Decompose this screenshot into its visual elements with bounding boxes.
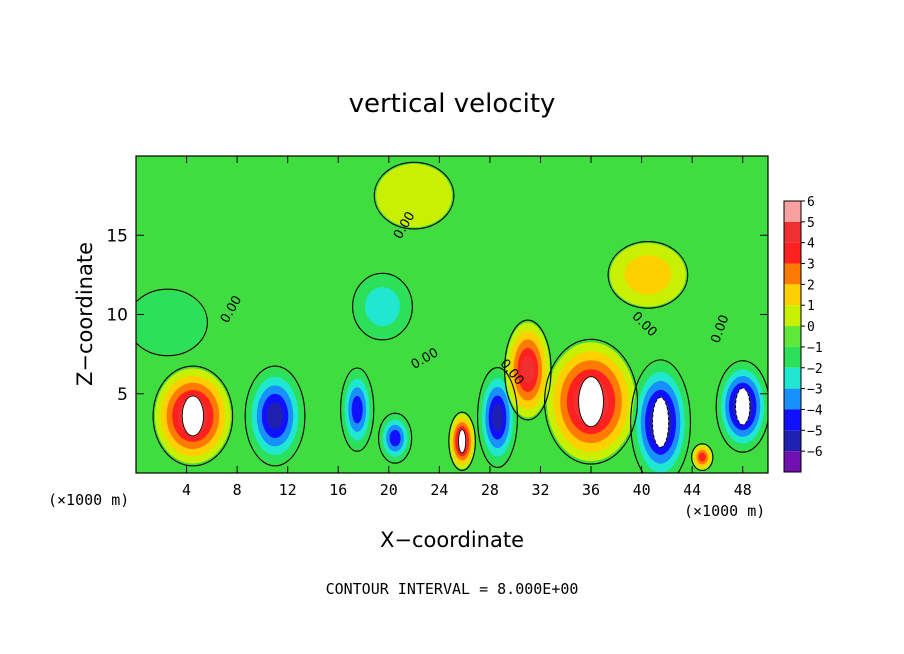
field-cell-12-level-1: [136, 290, 206, 355]
colorbar-label-1: 5: [807, 216, 815, 231]
zero-contour-8: [630, 359, 691, 473]
colorbar-swatch-3: [784, 263, 801, 285]
colorbar-label-0: 6: [807, 195, 815, 210]
x-tick-label-11: 48: [734, 481, 752, 499]
zero-contours: [136, 161, 768, 473]
field-cell-8-peak: [652, 396, 669, 448]
zero-contour-9: [691, 443, 714, 472]
y-tick-label-2: 15: [106, 226, 128, 246]
colorbar-label-10: −4: [807, 403, 823, 418]
colorbar: 6 5 4 3 2 1 0 −1 −2 −3 −4 −5 −6: [783, 195, 823, 473]
zero-contour-3: [377, 412, 413, 464]
colorbar-swatch-7: [784, 346, 801, 368]
heatmap-field: [136, 156, 768, 473]
x-unit-right: (×1000 m): [684, 502, 765, 520]
x-axis-ticks: 4 8 12 16 20 24 28 32 36 40 44 48: [182, 156, 752, 499]
zero-contour-1: [244, 365, 306, 467]
x-unit-left: (×1000 m): [48, 491, 129, 509]
colorbar-label-3: 3: [807, 258, 815, 273]
field-cell-7-peak: [578, 376, 604, 428]
colorbar-swatch-4: [784, 284, 801, 306]
field-cell-13-level-1: [376, 163, 452, 228]
zero-contour-13: [373, 161, 455, 230]
field-cell-3-level-4: [389, 429, 401, 447]
x-tick-label-8: 36: [582, 481, 600, 499]
field-cell-4-peak: [458, 429, 467, 454]
colorbar-swatch-8: [784, 367, 801, 389]
colorbar-label-7: −1: [807, 341, 823, 356]
y-tick-label-0: 5: [117, 385, 128, 405]
field-cell-10-peak: [735, 387, 751, 426]
zero-contour-2: [340, 367, 375, 452]
x-tick-label-7: 32: [531, 481, 549, 499]
field-cell-5-level-5: [492, 403, 503, 432]
colorbar-swatch-2: [784, 242, 801, 264]
colorbar-label-5: 1: [807, 299, 815, 314]
x-tick-label-10: 44: [683, 481, 701, 499]
x-tick-label-3: 16: [329, 481, 347, 499]
zero-contour-10: [715, 360, 768, 453]
colorbar-swatch-9: [784, 388, 801, 410]
zero-contour-14: [607, 241, 689, 309]
y-axis-label: Z−coordinate: [73, 242, 97, 386]
colorbar-label-2: 4: [807, 237, 815, 252]
zero-contour-12: [136, 288, 208, 357]
colorbar-label-6: 0: [807, 320, 815, 335]
field-cell-6-level-5: [521, 356, 535, 384]
colorbar-swatch-11: [784, 430, 801, 452]
x-tick-label-0: 4: [182, 481, 191, 499]
field-cell-1-level-5: [266, 402, 284, 430]
x-tick-label-1: 8: [233, 481, 242, 499]
colorbar-swatch-6: [784, 326, 801, 347]
y-axis-ticks: 5 10 15: [106, 226, 768, 405]
x-tick-label-2: 12: [279, 481, 297, 499]
colorbar-swatch-0: [784, 201, 801, 222]
colorbar-swatch-5: [784, 305, 801, 327]
x-axis-label: X−coordinate: [380, 528, 524, 552]
colorbar-label-8: −2: [807, 362, 823, 377]
y-tick-label-1: 10: [106, 306, 128, 326]
x-tick-label-9: 40: [633, 481, 651, 499]
colorbar-label-9: −3: [807, 383, 823, 398]
field-cell-11-level-2: [364, 287, 400, 327]
x-tick-label-4: 20: [380, 481, 398, 499]
colorbar-label-4: 2: [807, 278, 815, 293]
zero-contour-0: [152, 365, 234, 467]
zero-contour-5: [477, 367, 518, 469]
contour-interval-footer: CONTOUR INTERVAL = 8.000E+00: [326, 580, 579, 598]
zero-contour-7: [544, 338, 639, 465]
colorbar-label-12: −6: [807, 445, 823, 460]
colorbar-label-11: −5: [807, 424, 823, 439]
zero-contour-11: [352, 272, 413, 341]
zero-contour-4: [448, 411, 476, 471]
colorbar-frame: [783, 200, 802, 473]
colorbar-swatch-10: [784, 409, 801, 431]
colorbar-swatch-1: [784, 221, 801, 243]
x-tick-label-6: 28: [481, 481, 499, 499]
field-cell-9-level-4: [698, 452, 706, 462]
x-tick-label-5: 24: [430, 481, 448, 499]
field-cell-14-level-2: [624, 255, 672, 295]
field-cell-0-peak: [181, 395, 204, 437]
colorbar-swatch-12: [784, 451, 801, 472]
chart-title: vertical velocity: [349, 89, 556, 119]
field-cell-2-level-4: [351, 395, 363, 424]
